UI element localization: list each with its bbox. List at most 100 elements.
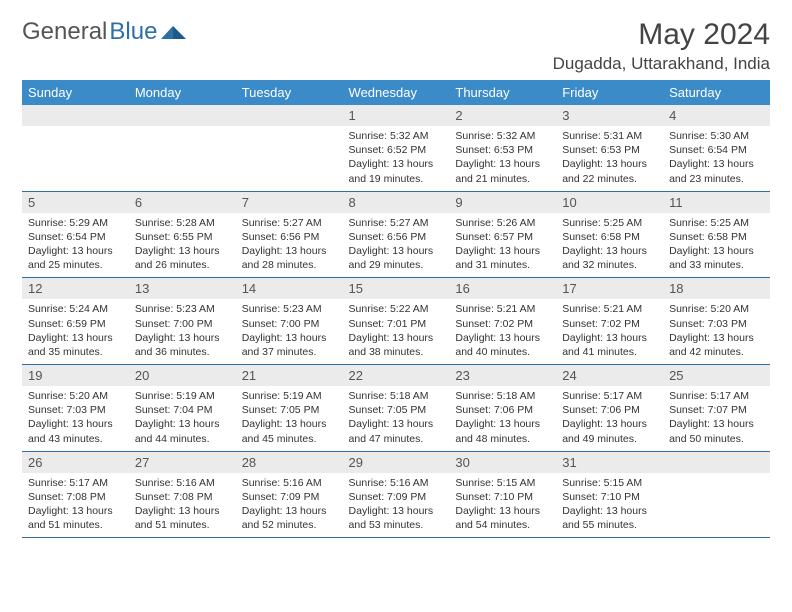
day-data: Sunrise: 5:21 AMSunset: 7:02 PMDaylight:… (556, 299, 663, 364)
logo-text-1: General (22, 18, 107, 46)
calendar-cell: 12Sunrise: 5:24 AMSunset: 6:59 PMDayligh… (22, 278, 129, 365)
day-data: Sunrise: 5:27 AMSunset: 6:56 PMDaylight:… (343, 213, 450, 278)
day-number: 19 (22, 365, 129, 386)
calendar-cell: 18Sunrise: 5:20 AMSunset: 7:03 PMDayligh… (663, 278, 770, 365)
day-number: 15 (343, 278, 450, 299)
calendar-cell: 26Sunrise: 5:17 AMSunset: 7:08 PMDayligh… (22, 451, 129, 538)
day-number: 16 (449, 278, 556, 299)
calendar-row: 12Sunrise: 5:24 AMSunset: 6:59 PMDayligh… (22, 278, 770, 365)
day-data: Sunrise: 5:28 AMSunset: 6:55 PMDaylight:… (129, 213, 236, 278)
day-number: 28 (236, 452, 343, 473)
day-number: 5 (22, 192, 129, 213)
weekday-header: Thursday (449, 80, 556, 105)
calendar-cell: 17Sunrise: 5:21 AMSunset: 7:02 PMDayligh… (556, 278, 663, 365)
calendar-row: 26Sunrise: 5:17 AMSunset: 7:08 PMDayligh… (22, 451, 770, 538)
calendar-cell: 14Sunrise: 5:23 AMSunset: 7:00 PMDayligh… (236, 278, 343, 365)
day-data: Sunrise: 5:30 AMSunset: 6:54 PMDaylight:… (663, 126, 770, 191)
weekday-header: Tuesday (236, 80, 343, 105)
day-number: 27 (129, 452, 236, 473)
day-data: Sunrise: 5:31 AMSunset: 6:53 PMDaylight:… (556, 126, 663, 191)
day-number: 3 (556, 105, 663, 126)
day-data: Sunrise: 5:27 AMSunset: 6:56 PMDaylight:… (236, 213, 343, 278)
title-block: May 2024 Dugadda, Uttarakhand, India (553, 18, 770, 74)
location: Dugadda, Uttarakhand, India (553, 54, 770, 74)
day-number: 20 (129, 365, 236, 386)
calendar-cell: 27Sunrise: 5:16 AMSunset: 7:08 PMDayligh… (129, 451, 236, 538)
day-data: Sunrise: 5:17 AMSunset: 7:08 PMDaylight:… (22, 473, 129, 538)
day-number: 23 (449, 365, 556, 386)
day-number: 12 (22, 278, 129, 299)
day-number: 14 (236, 278, 343, 299)
day-data: Sunrise: 5:19 AMSunset: 7:05 PMDaylight:… (236, 386, 343, 451)
month-title: May 2024 (553, 18, 770, 52)
day-data: Sunrise: 5:19 AMSunset: 7:04 PMDaylight:… (129, 386, 236, 451)
calendar-cell: 8Sunrise: 5:27 AMSunset: 6:56 PMDaylight… (343, 191, 450, 278)
calendar-cell: 29Sunrise: 5:16 AMSunset: 7:09 PMDayligh… (343, 451, 450, 538)
calendar-row: 1Sunrise: 5:32 AMSunset: 6:52 PMDaylight… (22, 105, 770, 191)
day-number: 30 (449, 452, 556, 473)
calendar-cell: 15Sunrise: 5:22 AMSunset: 7:01 PMDayligh… (343, 278, 450, 365)
calendar-cell: 31Sunrise: 5:15 AMSunset: 7:10 PMDayligh… (556, 451, 663, 538)
day-number: 26 (22, 452, 129, 473)
day-number: 11 (663, 192, 770, 213)
calendar-cell: 21Sunrise: 5:19 AMSunset: 7:05 PMDayligh… (236, 365, 343, 452)
calendar-cell (663, 451, 770, 538)
day-number: 24 (556, 365, 663, 386)
day-data: Sunrise: 5:23 AMSunset: 7:00 PMDaylight:… (129, 299, 236, 364)
calendar-cell (129, 105, 236, 191)
day-data: Sunrise: 5:17 AMSunset: 7:07 PMDaylight:… (663, 386, 770, 451)
calendar-cell: 30Sunrise: 5:15 AMSunset: 7:10 PMDayligh… (449, 451, 556, 538)
calendar-cell: 28Sunrise: 5:16 AMSunset: 7:09 PMDayligh… (236, 451, 343, 538)
day-number: 7 (236, 192, 343, 213)
calendar-cell: 19Sunrise: 5:20 AMSunset: 7:03 PMDayligh… (22, 365, 129, 452)
calendar-row: 5Sunrise: 5:29 AMSunset: 6:54 PMDaylight… (22, 191, 770, 278)
calendar-row: 19Sunrise: 5:20 AMSunset: 7:03 PMDayligh… (22, 365, 770, 452)
calendar-cell: 23Sunrise: 5:18 AMSunset: 7:06 PMDayligh… (449, 365, 556, 452)
day-data: Sunrise: 5:18 AMSunset: 7:05 PMDaylight:… (343, 386, 450, 451)
day-data: Sunrise: 5:32 AMSunset: 6:52 PMDaylight:… (343, 126, 450, 191)
weekday-header: Sunday (22, 80, 129, 105)
calendar-cell: 9Sunrise: 5:26 AMSunset: 6:57 PMDaylight… (449, 191, 556, 278)
calendar-cell (236, 105, 343, 191)
calendar-cell: 3Sunrise: 5:31 AMSunset: 6:53 PMDaylight… (556, 105, 663, 191)
day-number: 6 (129, 192, 236, 213)
calendar-cell: 6Sunrise: 5:28 AMSunset: 6:55 PMDaylight… (129, 191, 236, 278)
day-number: 29 (343, 452, 450, 473)
day-data: Sunrise: 5:20 AMSunset: 7:03 PMDaylight:… (663, 299, 770, 364)
day-data: Sunrise: 5:16 AMSunset: 7:08 PMDaylight:… (129, 473, 236, 538)
day-number: 4 (663, 105, 770, 126)
day-data: Sunrise: 5:24 AMSunset: 6:59 PMDaylight:… (22, 299, 129, 364)
day-number: 25 (663, 365, 770, 386)
day-number-empty (22, 105, 129, 126)
header: GeneralBlue May 2024 Dugadda, Uttarakhan… (22, 18, 770, 74)
calendar-cell: 13Sunrise: 5:23 AMSunset: 7:00 PMDayligh… (129, 278, 236, 365)
calendar-cell: 16Sunrise: 5:21 AMSunset: 7:02 PMDayligh… (449, 278, 556, 365)
day-data: Sunrise: 5:26 AMSunset: 6:57 PMDaylight:… (449, 213, 556, 278)
day-number: 22 (343, 365, 450, 386)
day-data: Sunrise: 5:25 AMSunset: 6:58 PMDaylight:… (663, 213, 770, 278)
day-number: 1 (343, 105, 450, 126)
logo-icon (161, 21, 187, 41)
day-data: Sunrise: 5:18 AMSunset: 7:06 PMDaylight:… (449, 386, 556, 451)
day-number-empty (236, 105, 343, 126)
calendar-cell: 7Sunrise: 5:27 AMSunset: 6:56 PMDaylight… (236, 191, 343, 278)
calendar-cell (22, 105, 129, 191)
day-number: 31 (556, 452, 663, 473)
day-number-empty (663, 452, 770, 473)
day-number: 8 (343, 192, 450, 213)
logo-text-2: Blue (109, 18, 157, 46)
calendar-cell: 25Sunrise: 5:17 AMSunset: 7:07 PMDayligh… (663, 365, 770, 452)
day-number: 9 (449, 192, 556, 213)
day-data: Sunrise: 5:17 AMSunset: 7:06 PMDaylight:… (556, 386, 663, 451)
calendar-cell: 4Sunrise: 5:30 AMSunset: 6:54 PMDaylight… (663, 105, 770, 191)
day-data: Sunrise: 5:22 AMSunset: 7:01 PMDaylight:… (343, 299, 450, 364)
weekday-header: Saturday (663, 80, 770, 105)
day-data: Sunrise: 5:16 AMSunset: 7:09 PMDaylight:… (343, 473, 450, 538)
day-data: Sunrise: 5:20 AMSunset: 7:03 PMDaylight:… (22, 386, 129, 451)
day-data: Sunrise: 5:25 AMSunset: 6:58 PMDaylight:… (556, 213, 663, 278)
weekday-header: Monday (129, 80, 236, 105)
calendar-cell: 20Sunrise: 5:19 AMSunset: 7:04 PMDayligh… (129, 365, 236, 452)
day-number-empty (129, 105, 236, 126)
day-data: Sunrise: 5:15 AMSunset: 7:10 PMDaylight:… (449, 473, 556, 538)
day-number: 21 (236, 365, 343, 386)
